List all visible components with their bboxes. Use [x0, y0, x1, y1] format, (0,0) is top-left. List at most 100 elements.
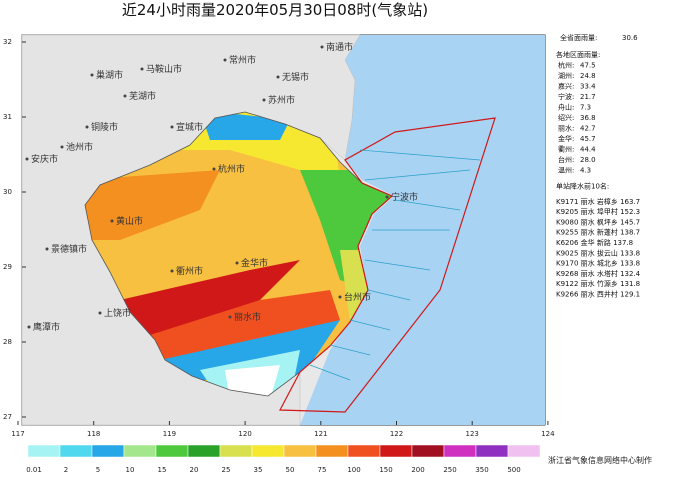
legend-label: 500	[507, 466, 520, 474]
legend-label: 20	[190, 466, 199, 474]
city-dot	[338, 295, 342, 299]
region-value: 4.3	[580, 167, 591, 175]
lon-label: 120	[238, 430, 251, 438]
legend-label: 5	[96, 466, 100, 474]
city-label: 芜湖市	[129, 90, 156, 102]
city-label: 景德镇市	[51, 243, 87, 255]
legend-label: 0.01	[26, 466, 42, 474]
lat-label: 30	[3, 188, 12, 196]
legend-swatch	[91, 444, 125, 458]
lon-label: 123	[466, 430, 479, 438]
station-row: K9255 丽水 新蓬村 138.7	[556, 228, 640, 237]
legend-swatch	[507, 444, 541, 458]
region-name: 绍兴:	[558, 113, 574, 122]
city-label: 上饶市	[104, 307, 131, 319]
region-name: 宁波:	[558, 92, 574, 101]
lat-label: 29	[3, 263, 12, 271]
legend-label: 35	[254, 466, 263, 474]
city-dot	[276, 75, 280, 79]
sea-zones	[309, 149, 481, 381]
lon-label: 119	[163, 430, 176, 438]
credit: 浙江省气象信息网络中心制作	[548, 455, 652, 465]
region-value: 7.3	[580, 104, 591, 112]
panel-total-label: 全省面雨量:	[560, 33, 597, 42]
city-dot	[25, 157, 29, 161]
city-dot	[90, 73, 94, 77]
side-panel	[548, 35, 688, 325]
region-name: 湖州:	[558, 71, 574, 80]
city-dot	[85, 125, 89, 129]
city-label: 马鞍山市	[146, 63, 182, 75]
city-label: 铜陵市	[91, 121, 118, 133]
lon-label: 118	[87, 430, 100, 438]
city-label: 宁波市	[391, 191, 418, 203]
panel-heading: 各地区面雨量:	[556, 50, 600, 59]
legend-swatch	[347, 444, 381, 458]
legend-label: 10	[126, 466, 135, 474]
legend-swatch	[219, 444, 253, 458]
legend-swatch	[155, 444, 189, 458]
legend-swatch	[59, 444, 93, 458]
legend-label: 250	[443, 466, 456, 474]
legend-label: 25	[222, 466, 231, 474]
city-label: 池州市	[66, 141, 93, 153]
city-dot	[262, 98, 266, 102]
city-dot	[27, 325, 31, 329]
legend-swatch	[379, 444, 413, 458]
city-dot	[140, 67, 144, 71]
station-row: K9122 丽水 竹源乡 131.8	[556, 279, 640, 288]
city-label: 鹰潭市	[33, 321, 60, 333]
legend-swatch	[283, 444, 317, 458]
lat-label: 28	[3, 338, 12, 346]
lon-label: 117	[11, 430, 24, 438]
region-value: 21.7	[580, 93, 596, 101]
city-dot	[45, 247, 49, 251]
offshore-zone	[279, 117, 496, 413]
city-label: 苏州市	[268, 94, 295, 106]
region-value: 42.7	[580, 125, 596, 133]
region-name: 嘉兴:	[558, 82, 574, 91]
station-row: K9171 丽水 岩樟乡 163.7	[556, 197, 640, 206]
region-value: 33.4	[580, 83, 596, 91]
lon-label: 121	[314, 430, 327, 438]
legend-swatch	[411, 444, 445, 458]
station-row: K9268 丽水 水塔村 132.4	[556, 269, 641, 278]
city-label: 金华市	[241, 257, 268, 269]
region-name: 丽水:	[558, 124, 574, 133]
legend-swatch	[251, 444, 285, 458]
legend-label: 150	[379, 466, 392, 474]
city-dot	[320, 45, 324, 49]
city-label: 常州市	[229, 54, 256, 66]
legend-label: 15	[158, 466, 167, 474]
legend-swatch	[475, 444, 509, 458]
city-label: 宣城市	[176, 121, 203, 133]
city-dot	[60, 145, 64, 149]
station-row: K9205 丽水 埠甲村 152.3	[556, 207, 640, 216]
legend-label: 2	[64, 466, 68, 474]
legend-swatch	[123, 444, 157, 458]
region-value: 45.7	[580, 135, 596, 143]
city-label: 丽水市	[234, 311, 261, 323]
city-label: 杭州市	[218, 163, 245, 175]
region-name: 杭州:	[558, 61, 574, 70]
lat-label: 27	[3, 413, 12, 421]
legend-label: 50	[286, 466, 295, 474]
legend-label: 350	[475, 466, 488, 474]
region-name: 台州:	[558, 155, 574, 164]
lat-label: 31	[3, 113, 12, 121]
legend-label: 100	[347, 466, 360, 474]
city-dot	[212, 167, 216, 171]
region-name: 舟山:	[558, 103, 574, 112]
city-label: 台州市	[344, 291, 371, 303]
panel-total: 30.6	[622, 34, 638, 42]
title: 近24小时雨量2020年05月30日08时(气象站)	[122, 1, 428, 19]
lon-label: 124	[541, 430, 555, 438]
panel-heading: 单站降水前10名:	[556, 182, 609, 191]
city-label: 安庆市	[31, 153, 58, 165]
city-dot	[223, 58, 227, 62]
legend-label: 200	[411, 466, 424, 474]
region-name: 金华:	[558, 134, 574, 143]
legend-swatch	[187, 444, 221, 458]
region-value: 24.8	[580, 72, 596, 80]
